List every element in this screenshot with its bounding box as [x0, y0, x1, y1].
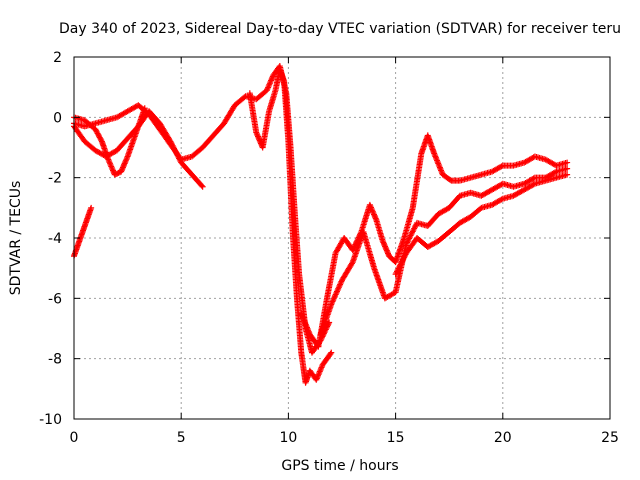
data-point: [141, 105, 148, 112]
y-tick-label: -8: [48, 352, 62, 368]
y-tick-label: -10: [39, 412, 62, 428]
data-point: [327, 350, 334, 357]
chart-title: Day 340 of 2023, Sidereal Day-to-day VTE…: [59, 21, 621, 37]
data-point: [324, 323, 331, 330]
data-point: [564, 159, 571, 166]
y-axis-label: SDTVAR / TECUs: [8, 181, 24, 296]
data-point: [348, 260, 355, 267]
data-point: [498, 196, 505, 203]
x-tick-label: 15: [387, 430, 405, 446]
data-point: [325, 320, 332, 327]
data-point: [199, 183, 206, 190]
x-tick-label: 20: [494, 430, 512, 446]
y-tick-label: 0: [53, 110, 62, 126]
data-point: [447, 176, 454, 183]
y-tick-label: -4: [48, 231, 62, 247]
data-point: [98, 137, 105, 144]
data-point: [530, 175, 537, 182]
data-point: [498, 163, 505, 170]
x-tick-label: 25: [601, 430, 619, 446]
series-trace-e: [246, 66, 335, 386]
series-trace-h: [392, 171, 571, 278]
x-axis-label: GPS time / hours: [281, 458, 398, 474]
data-point: [324, 322, 331, 329]
data-points: [71, 63, 571, 386]
series-trace-d: [71, 204, 95, 260]
x-tick-label: 0: [70, 430, 79, 446]
data-point: [564, 165, 571, 172]
data-point: [328, 349, 335, 356]
data-point: [530, 181, 537, 188]
y-tick-label: -6: [48, 291, 62, 307]
y-tick-label: 2: [53, 50, 62, 66]
data-point: [88, 204, 95, 211]
x-tick-label: 5: [177, 430, 186, 446]
data-point: [552, 169, 559, 176]
series-trace-g: [317, 165, 571, 338]
x-tick-label: 10: [279, 430, 297, 446]
y-tick-label: -2: [48, 171, 62, 187]
series-trace-c: [71, 105, 148, 178]
data-point: [198, 182, 205, 189]
data-point: [564, 171, 571, 178]
axes: 0 5 10 15 20 25 -10 -8 -6 -4 -2 0 2: [39, 50, 619, 446]
